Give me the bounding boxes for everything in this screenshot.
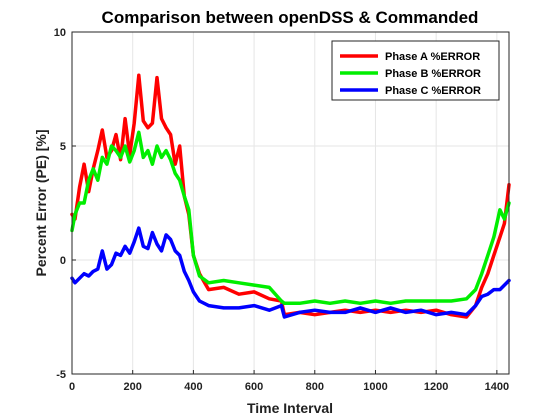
x-tick-label: 1400 (485, 381, 509, 393)
y-tick-label: 0 (60, 255, 66, 267)
y-tick-label: 5 (60, 141, 66, 153)
series-line-phase-c (70, 226, 511, 319)
x-axis-label: Time Interval (247, 400, 333, 416)
series-layer (70, 73, 511, 319)
legend: Phase A %ERROR Phase B %ERROR Phase C %ERR… (331, 40, 500, 101)
x-tick-label: 600 (245, 381, 263, 393)
x-tick-label: 1200 (424, 381, 448, 393)
x-tick-label: 200 (124, 381, 142, 393)
x-tick-label: 1000 (363, 381, 387, 393)
y-tick-label: -5 (56, 369, 66, 381)
chart-title: Comparison between openDSS & Commanded (102, 8, 479, 27)
plot-frame (71, 31, 510, 375)
y-axis-label: Percent Error (PE) [%] (33, 129, 49, 276)
x-tick-label: 400 (184, 381, 202, 393)
legend-label: Phase A %ERROR (385, 51, 480, 63)
x-tick-label: 0 (69, 381, 75, 393)
legend-label: Phase C %ERROR (385, 85, 481, 97)
y-tick-label: 10 (54, 27, 66, 39)
x-tick-label: 800 (306, 381, 324, 393)
series-line-phase-b (70, 130, 511, 306)
legend-label: Phase B %ERROR (385, 68, 481, 80)
